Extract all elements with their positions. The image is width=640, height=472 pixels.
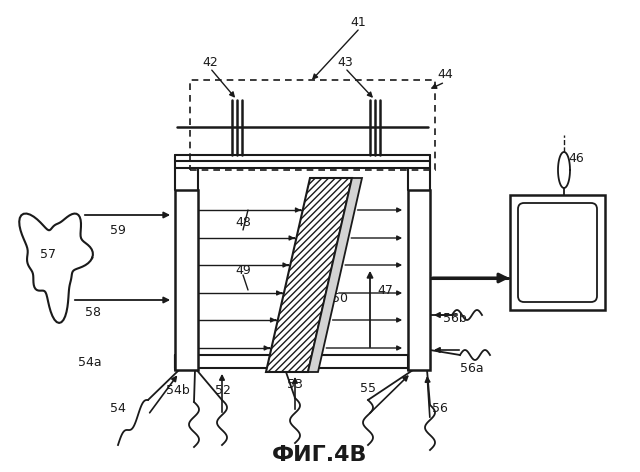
Text: 43: 43: [337, 56, 353, 68]
Bar: [408, 190, 430, 370]
Text: 44: 44: [437, 68, 453, 82]
Text: 58: 58: [85, 305, 101, 319]
Text: 42: 42: [202, 56, 218, 68]
Text: 52: 52: [215, 383, 231, 396]
Text: 56: 56: [432, 402, 448, 414]
Text: 54: 54: [110, 402, 126, 414]
Text: 54a: 54a: [78, 355, 102, 369]
Text: 48: 48: [235, 216, 251, 228]
Text: 56a: 56a: [460, 362, 484, 374]
Text: 49: 49: [235, 263, 251, 277]
Text: 50: 50: [332, 292, 348, 304]
Text: 56b: 56b: [443, 312, 467, 325]
Text: 41: 41: [350, 16, 366, 28]
Text: 55: 55: [360, 381, 376, 395]
Polygon shape: [308, 178, 362, 372]
Bar: [190, 80, 435, 170]
Text: 46: 46: [568, 152, 584, 165]
Text: 47: 47: [377, 284, 393, 296]
Text: ФИГ.4В: ФИГ.4В: [272, 445, 368, 465]
Bar: [175, 190, 198, 370]
Polygon shape: [266, 178, 352, 372]
Text: 57: 57: [40, 248, 56, 261]
Text: 53: 53: [287, 379, 303, 391]
FancyBboxPatch shape: [518, 203, 597, 302]
Text: 59: 59: [110, 224, 126, 236]
Text: 54b: 54b: [166, 383, 190, 396]
Bar: [510, 195, 605, 310]
